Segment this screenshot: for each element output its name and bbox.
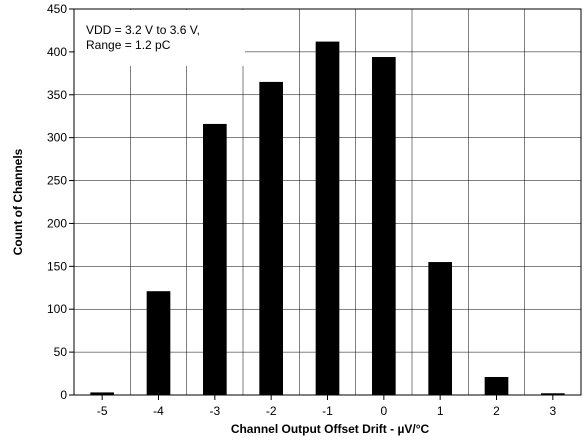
x-tick-label: 0 bbox=[380, 404, 387, 418]
y-tick-label: 50 bbox=[54, 345, 68, 359]
bar-1 bbox=[428, 262, 452, 395]
annotation-box bbox=[75, 10, 245, 66]
annotation-line-1: VDD = 3.2 V to 3.6 V, bbox=[86, 23, 200, 37]
x-tick-label: -4 bbox=[153, 404, 164, 418]
x-tick-label: -5 bbox=[97, 404, 108, 418]
y-tick-label: 100 bbox=[47, 302, 67, 316]
x-tick-label: -1 bbox=[322, 404, 333, 418]
y-tick-label: 400 bbox=[47, 45, 67, 59]
x-tick-label: -2 bbox=[266, 404, 277, 418]
y-tick-label: 300 bbox=[47, 131, 67, 145]
bar--2 bbox=[259, 81, 283, 396]
y-tick-label: 150 bbox=[47, 259, 67, 273]
x-tick-label: 3 bbox=[549, 404, 556, 418]
x-axis-title: Channel Output Offset Drift - µV/°C bbox=[231, 422, 430, 436]
bar--5 bbox=[90, 392, 114, 395]
annotation-line-2: Range = 1.2 pC bbox=[86, 38, 171, 52]
bar--4 bbox=[146, 291, 171, 395]
bar-2 bbox=[484, 376, 509, 395]
y-tick-label: 250 bbox=[47, 174, 67, 188]
bar-3 bbox=[541, 393, 565, 395]
x-tick-label: 1 bbox=[437, 404, 444, 418]
bar--3 bbox=[203, 123, 227, 395]
y-axis-ticks: 0 50 100 150 200 250 300 350 400 450 bbox=[47, 2, 74, 402]
x-axis-ticks: -5 -4 -3 -2 -1 0 1 2 3 bbox=[97, 395, 556, 418]
y-tick-label: 450 bbox=[47, 2, 67, 16]
x-tick-label: -3 bbox=[209, 404, 220, 418]
bars bbox=[90, 41, 565, 396]
y-tick-label: 350 bbox=[47, 88, 67, 102]
y-tick-label: 200 bbox=[47, 216, 67, 230]
x-tick-label: 2 bbox=[493, 404, 500, 418]
y-axis-title: Count of Channels bbox=[11, 148, 25, 255]
bar-0 bbox=[372, 57, 396, 396]
y-tick-label: 0 bbox=[60, 388, 67, 402]
bar--1 bbox=[315, 41, 340, 396]
